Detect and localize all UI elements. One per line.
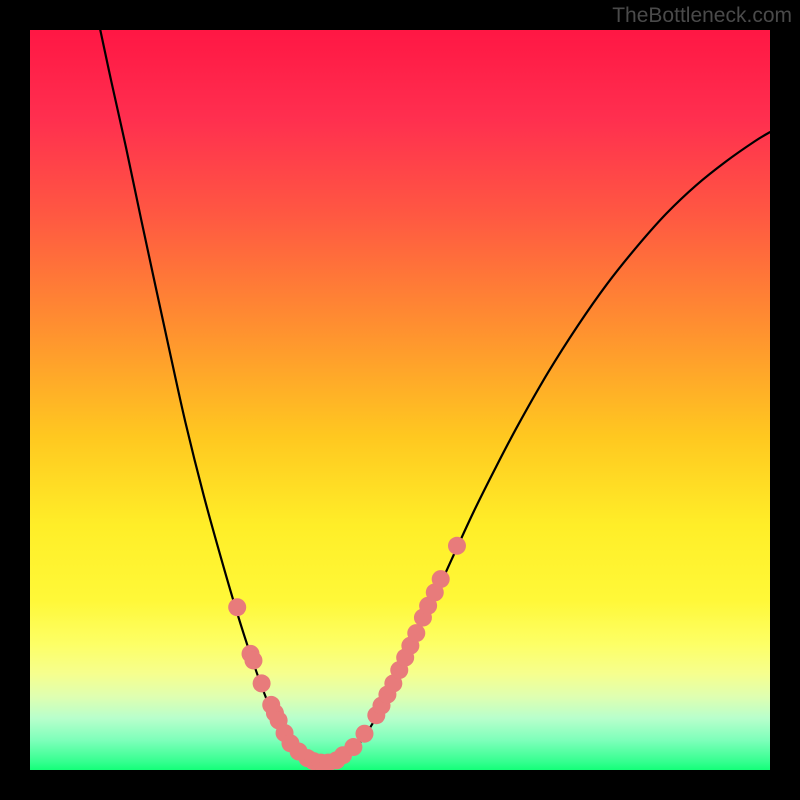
watermark-text: TheBottleneck.com (612, 4, 792, 28)
data-dot (448, 537, 466, 555)
data-dot (253, 674, 271, 692)
data-dot (432, 570, 450, 588)
data-dot (355, 725, 373, 743)
data-dot (228, 598, 246, 616)
chart-container (30, 30, 770, 770)
chart-svg (30, 30, 770, 770)
data-dot (244, 651, 262, 669)
data-dot (407, 624, 425, 642)
